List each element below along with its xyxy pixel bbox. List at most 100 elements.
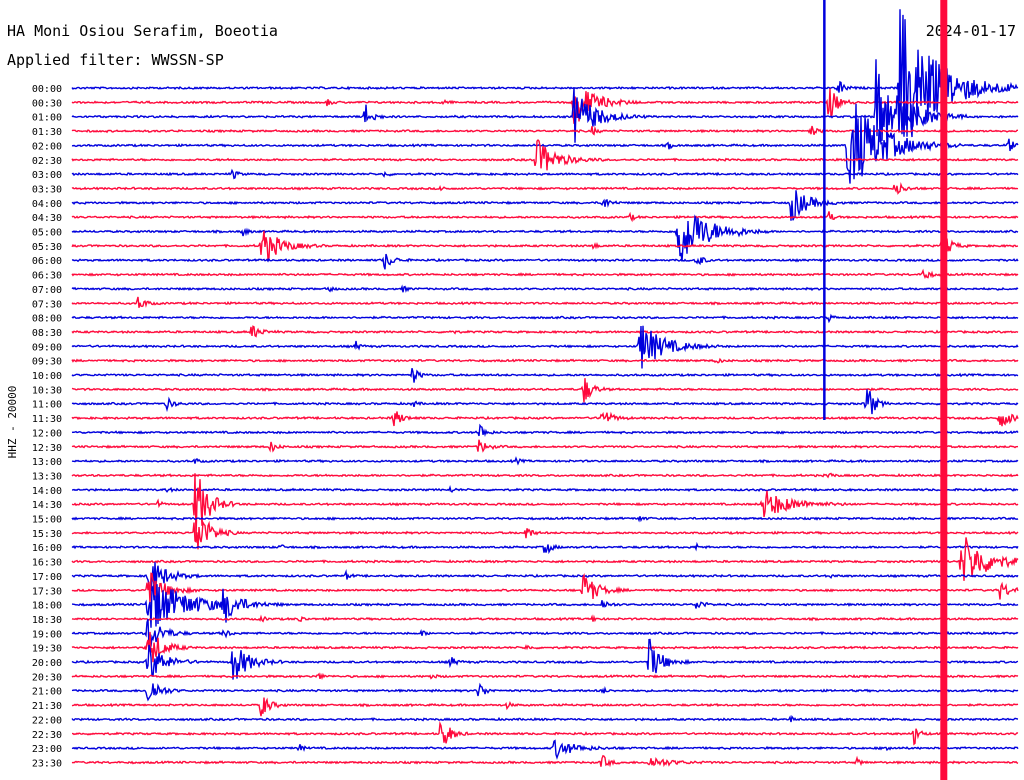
trace-line — [71, 357, 1019, 364]
tick-label: 23:00 — [32, 744, 62, 755]
tick-label: 14:00 — [32, 486, 62, 497]
trace-line — [71, 211, 1019, 223]
trace-line — [71, 537, 1019, 581]
tick-label: 17:30 — [32, 586, 62, 597]
station-title: HA Moni Osiou Serafim, Boeotia — [7, 22, 278, 40]
trace-line — [71, 541, 1019, 555]
tick-label: 21:30 — [32, 701, 62, 712]
tick-label: 17:00 — [32, 572, 62, 583]
trace-line — [71, 572, 1019, 604]
trace-line — [71, 182, 1019, 195]
trace-line — [71, 268, 1019, 280]
tick-label: 01:30 — [32, 127, 62, 138]
filter-label: Applied filter: WWSSN-SP — [7, 51, 224, 69]
tick-label: 20:30 — [32, 672, 62, 683]
trace-line — [71, 88, 1019, 124]
tick-label: 03:00 — [32, 170, 62, 181]
trace-line — [71, 614, 1019, 623]
date-label: 2024-01-17 — [926, 22, 1016, 40]
trace-line — [71, 638, 1019, 680]
trace-line — [71, 618, 1019, 649]
tick-label: 07:30 — [32, 299, 62, 310]
tick-label: 12:30 — [32, 443, 62, 454]
trace-line — [71, 682, 1019, 702]
trace-line — [71, 214, 1019, 262]
tick-label: 08:30 — [32, 328, 62, 339]
tick-label: 07:00 — [32, 285, 62, 296]
tick-label: 06:00 — [32, 256, 62, 267]
tick-label: 19:30 — [32, 644, 62, 655]
trace-line — [71, 168, 1019, 180]
tick-label: 18:00 — [32, 601, 62, 612]
trace-line — [71, 739, 1019, 760]
trace-line — [71, 473, 1019, 540]
trace-line — [71, 631, 1019, 663]
tick-label: 02:00 — [32, 141, 62, 152]
trace-line — [71, 715, 1019, 723]
trace-line — [71, 253, 1019, 270]
tick-label: 06:30 — [32, 271, 62, 282]
trace-line — [71, 672, 1019, 680]
trace-line — [71, 284, 1019, 293]
trace-line — [72, 484, 1019, 493]
saturated-event-band — [940, 0, 948, 780]
tick-label: 16:00 — [32, 543, 62, 554]
trace-line — [71, 520, 1019, 550]
tick-label: 22:00 — [32, 715, 62, 726]
trace-line — [71, 516, 1019, 523]
tick-label: 15:00 — [32, 515, 62, 526]
tick-label: 00:00 — [32, 84, 62, 95]
tick-label: 22:30 — [32, 730, 62, 741]
tick-label: 23:30 — [32, 758, 62, 769]
tick-label: 11:00 — [32, 400, 62, 411]
tick-label: 04:30 — [32, 213, 62, 224]
trace-line — [72, 720, 1019, 746]
tick-label: 13:30 — [32, 471, 62, 482]
trace-line — [71, 59, 1019, 148]
tick-label: 09:00 — [32, 342, 62, 353]
y-axis-label: HHZ - 20000 — [6, 386, 19, 459]
trace-line — [71, 584, 1019, 628]
tick-label: 05:00 — [32, 228, 62, 239]
tick-label: 20:00 — [32, 658, 62, 669]
tick-label: 10:00 — [32, 371, 62, 382]
time-tick-labels: 00:00 00:30 01:00 01:30 02:00 02:30 03:00 03:30… — [32, 84, 62, 769]
trace-line — [71, 313, 1019, 324]
seismic-traces — [71, 0, 1019, 780]
trace-line — [71, 423, 1019, 437]
trace-line — [71, 697, 1019, 717]
trace-line — [71, 325, 1019, 338]
trace-line — [71, 103, 1019, 184]
tick-label: 12:00 — [32, 428, 62, 439]
tick-label: 00:30 — [32, 98, 62, 109]
tick-label: 15:30 — [32, 529, 62, 540]
tick-label: 02:30 — [32, 156, 62, 167]
tick-label: 03:30 — [32, 184, 62, 195]
trace-line — [71, 9, 1019, 138]
tick-label: 13:00 — [32, 457, 62, 468]
tick-label: 01:00 — [32, 113, 62, 124]
trace-line — [71, 230, 1019, 262]
tick-label: 04:00 — [32, 199, 62, 210]
trace-line — [71, 472, 1019, 479]
tick-label: 10:30 — [32, 385, 62, 396]
trace-line — [71, 439, 1019, 453]
saturated-spike — [823, 0, 826, 420]
tick-label: 21:00 — [32, 687, 62, 698]
trace-line — [71, 190, 1019, 221]
trace-line — [71, 411, 1019, 427]
tick-label: 16:30 — [32, 558, 62, 569]
tick-label: 18:30 — [32, 615, 62, 626]
trace-line — [71, 138, 1019, 171]
tick-label: 14:30 — [32, 500, 62, 511]
trace-line — [71, 562, 1019, 592]
trace-line — [71, 456, 1019, 466]
trace-line — [71, 378, 1019, 403]
tick-label: 09:30 — [32, 357, 62, 368]
tick-label: 08:00 — [32, 314, 62, 325]
tick-label: 19:00 — [32, 629, 62, 640]
trace-line — [71, 389, 1019, 415]
trace-line — [71, 296, 1019, 308]
trace-line — [71, 368, 1019, 383]
